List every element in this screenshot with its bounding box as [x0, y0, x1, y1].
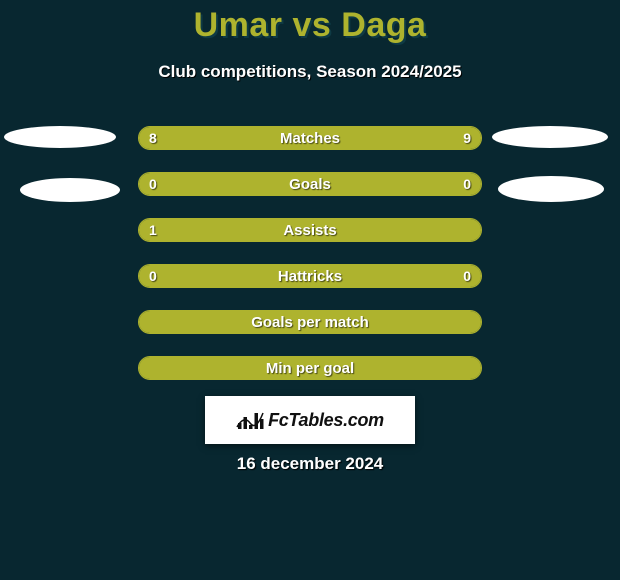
- stat-bar: 00Hattricks: [138, 264, 482, 288]
- stat-bar: Goals per match: [138, 310, 482, 334]
- stat-bar: 1Assists: [138, 218, 482, 242]
- stat-bar-fill-right: [310, 173, 481, 195]
- stat-bar-fill-right: [310, 265, 481, 287]
- stat-bar: 00Goals: [138, 172, 482, 196]
- subtitle: Club competitions, Season 2024/2025: [0, 62, 620, 82]
- logo-box: FcTables.com: [205, 396, 415, 444]
- comparison-card: Umar vs Daga Club competitions, Season 2…: [0, 0, 620, 580]
- stat-bar: Min per goal: [138, 356, 482, 380]
- player-right-name: Daga: [341, 6, 426, 44]
- stat-bar-fill: [139, 219, 481, 241]
- date-line: 16 december 2024: [0, 454, 620, 474]
- title-vs: vs: [292, 6, 331, 44]
- side-ellipse-left: [20, 178, 120, 202]
- stat-bar-fill-left: [139, 173, 310, 195]
- side-ellipse-right: [498, 176, 604, 202]
- title: Umar vs Daga: [0, 6, 620, 45]
- side-ellipse-left: [4, 126, 116, 148]
- stat-bar-fill-left: [139, 127, 300, 149]
- logo-text: FcTables.com: [268, 410, 384, 431]
- stat-bar-fill-left: [139, 265, 310, 287]
- stat-bars: 89Matches 00Goals 1Assists 00Hattricks Goals…: [138, 126, 482, 402]
- stat-bar: 89Matches: [138, 126, 482, 150]
- side-ellipse-right: [492, 126, 608, 148]
- stat-bar-fill: [139, 311, 481, 333]
- stat-bar-fill-right: [300, 127, 481, 149]
- stat-bar-fill: [139, 357, 481, 379]
- player-left-name: Umar: [194, 6, 283, 44]
- fctables-bars-icon: [236, 409, 264, 431]
